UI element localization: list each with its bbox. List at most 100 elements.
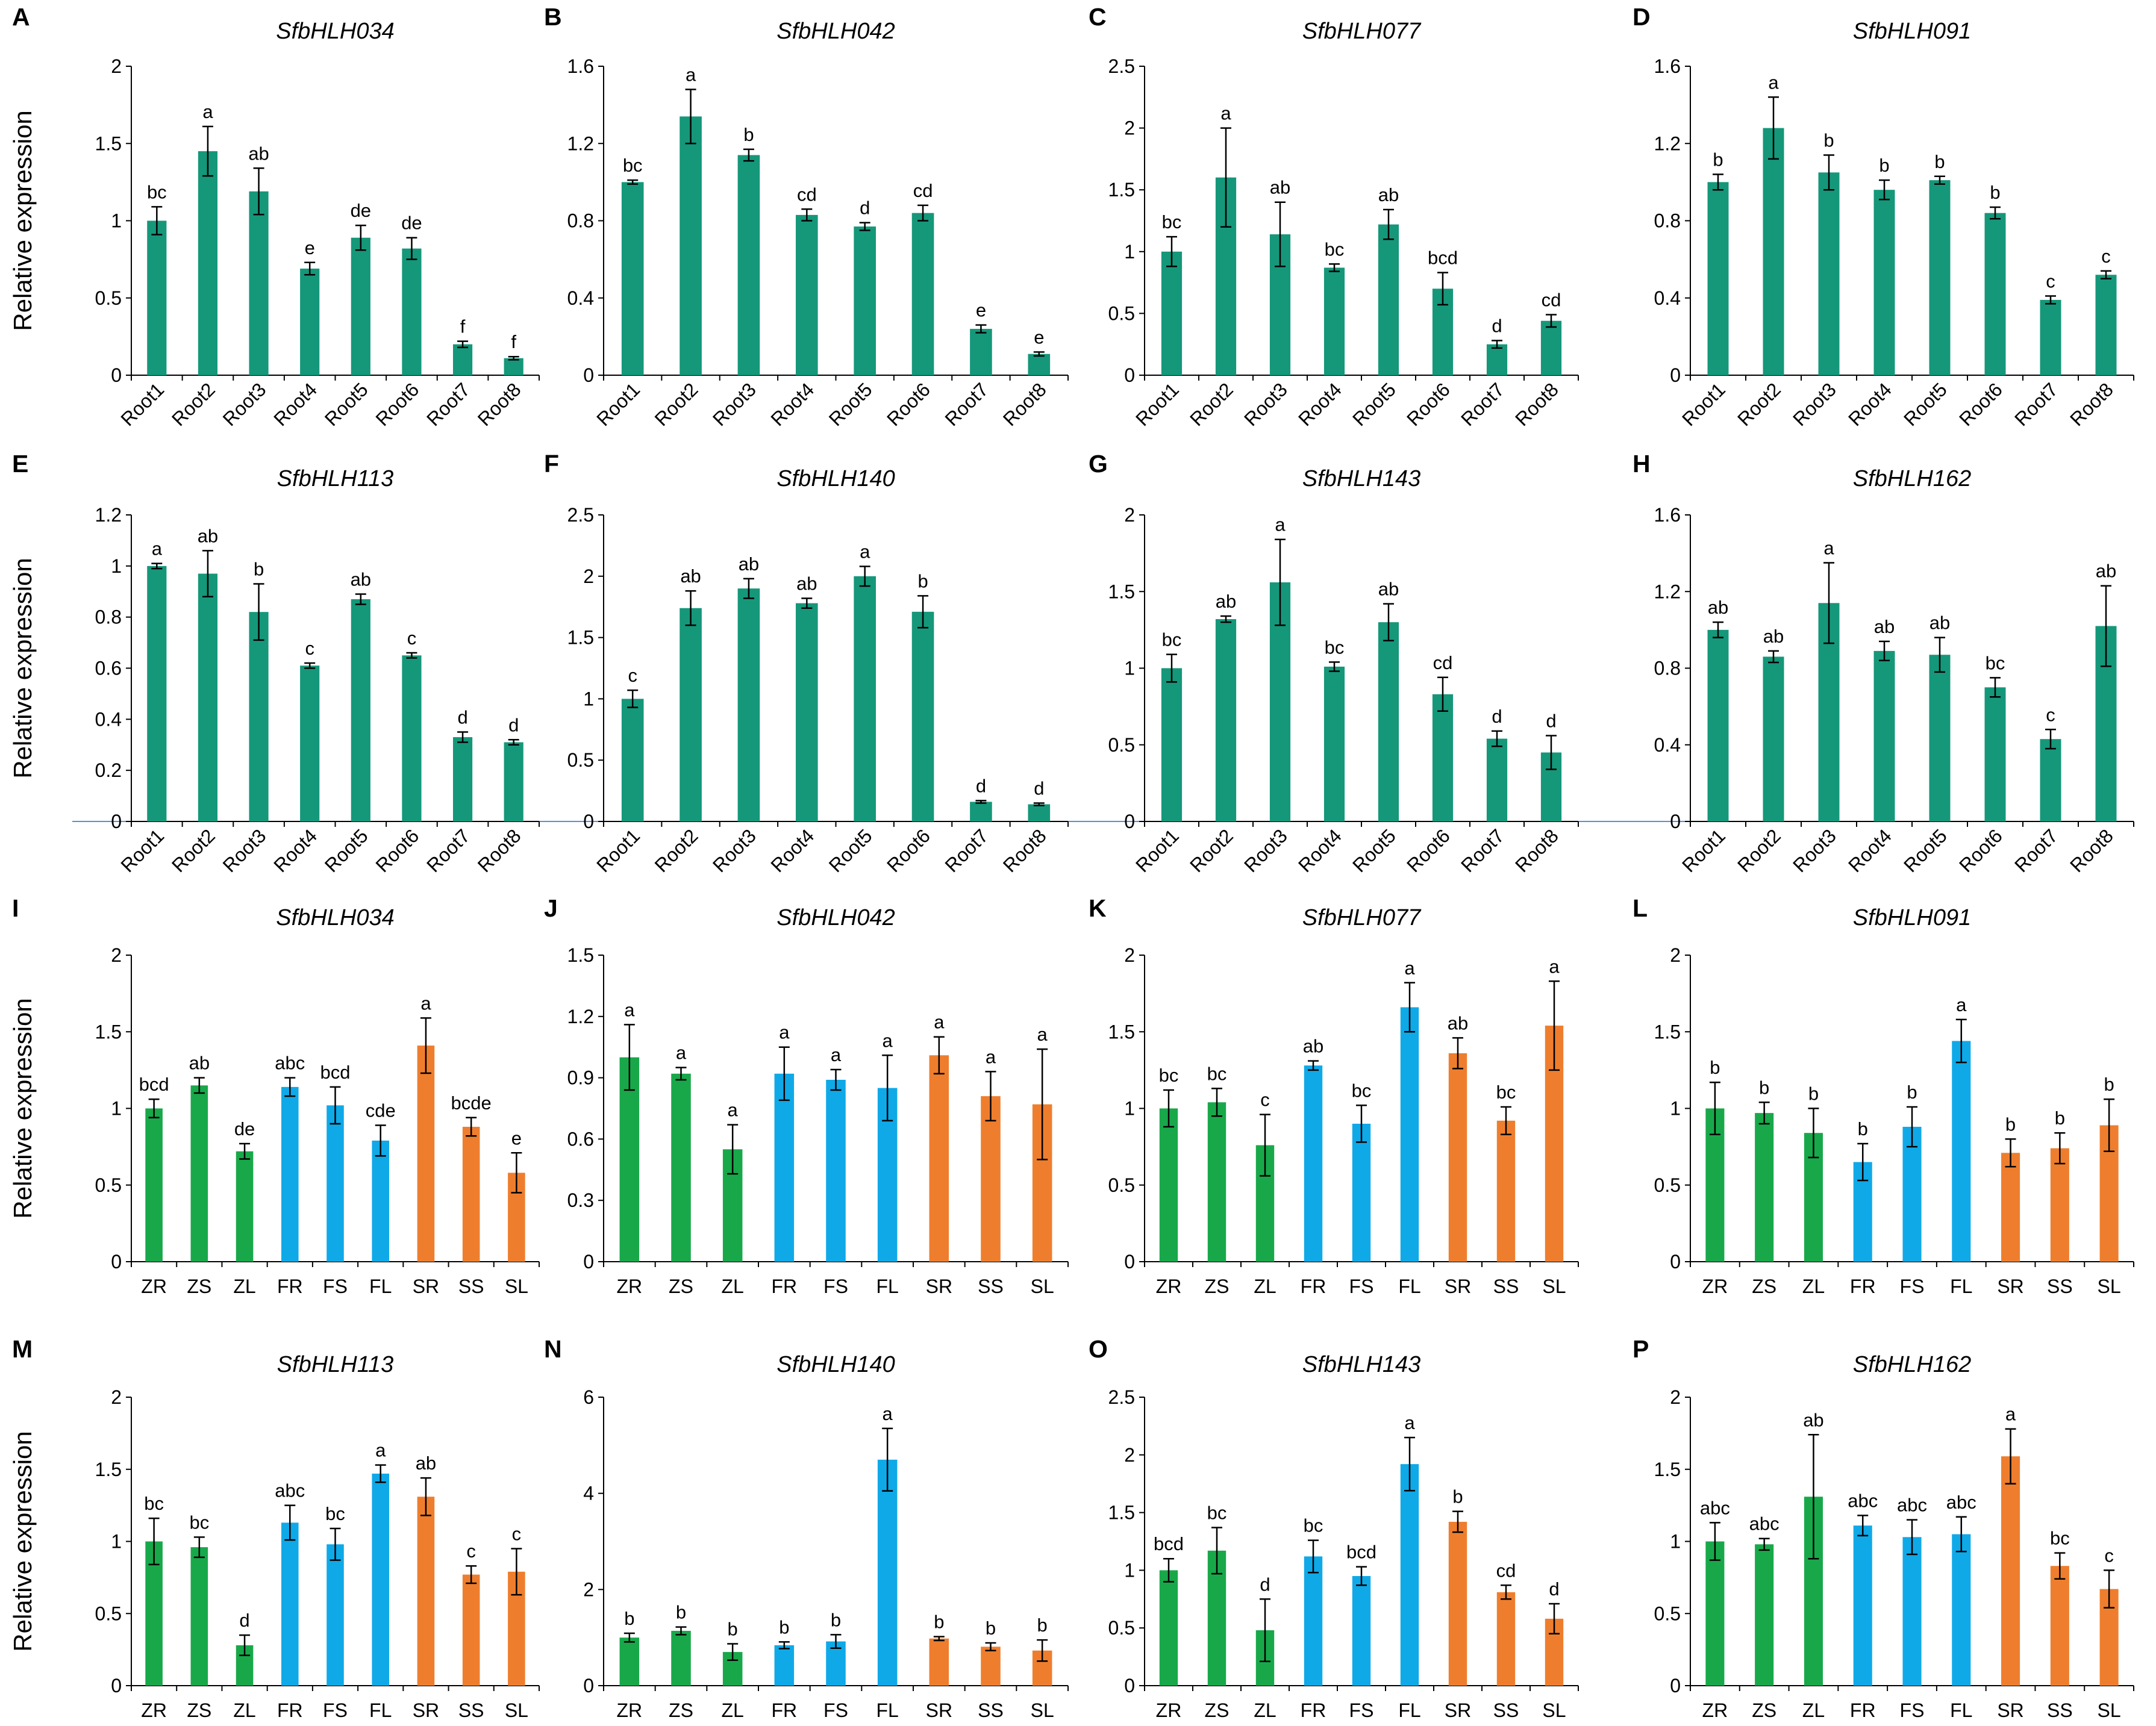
- significance-letter: c: [407, 628, 417, 649]
- significance-letter: c: [2046, 704, 2055, 725]
- x-tick-label: Root2: [651, 378, 702, 430]
- bar-Root4: [1873, 190, 1895, 375]
- x-tick-label: Root2: [167, 378, 219, 430]
- significance-letter: a: [1823, 538, 1834, 559]
- panel-label: O: [1089, 1335, 1108, 1363]
- bar-Root4: [796, 603, 818, 821]
- bar-Root3: [1818, 172, 1840, 375]
- y-tick-label: 2: [111, 944, 122, 966]
- bar-FR: [1304, 1556, 1323, 1686]
- y-tick-label: 1: [1124, 1559, 1135, 1581]
- significance-letter: c: [628, 665, 637, 686]
- bar-Root7: [2040, 299, 2061, 375]
- bar-FS: [327, 1544, 344, 1686]
- chart-title: SfbHLH140: [776, 466, 895, 491]
- bar-SS: [2050, 1566, 2069, 1686]
- panel-N: N SfbHLH140 0 2 4 6 b ZR b ZS b ZL b FR b FS a FL b SR b SS b S…: [544, 1335, 1069, 1721]
- significance-letter: bc: [1325, 238, 1345, 260]
- significance-letter: f: [460, 316, 466, 337]
- x-tick-label: Root5: [1348, 378, 1400, 430]
- significance-letter: ab: [1929, 612, 1950, 634]
- x-tick-label: ZS: [187, 1276, 211, 1297]
- bar-Root1: [1161, 668, 1183, 821]
- significance-letter: a: [1768, 72, 1779, 93]
- significance-letter: abc: [275, 1480, 305, 1501]
- y-tick-label: 0: [111, 364, 122, 386]
- bar-SS: [1496, 1592, 1516, 1686]
- significance-letter: e: [305, 237, 315, 258]
- chart-title: SfbHLH042: [776, 19, 895, 44]
- bar-SS: [981, 1647, 1001, 1686]
- x-tick-label: FS: [823, 1276, 848, 1297]
- chart-title: SfbHLH042: [776, 905, 895, 930]
- x-tick-label: FL: [369, 1276, 392, 1297]
- y-tick-label: 2: [111, 1386, 122, 1408]
- bar-Root8: [504, 742, 523, 821]
- y-tick-label: 2: [1670, 1386, 1681, 1408]
- significance-letter: ab: [1763, 626, 1784, 647]
- significance-letter: a: [1275, 514, 1286, 535]
- chart-title: SfbHLH091: [1853, 905, 1971, 930]
- bar-Root6: [1432, 694, 1454, 821]
- bar-Root3: [249, 191, 269, 375]
- x-tick-label: ZL: [721, 1700, 743, 1721]
- y-tick-label: 0.2: [95, 759, 122, 781]
- panel-B: B SfbHLH042 0 0.4 0.8 1.2 1.6 bc Root1 a Root2 b Roo…: [544, 3, 1069, 430]
- x-tick-label: SS: [2047, 1700, 2073, 1721]
- x-tick-label: ZR: [1156, 1700, 1182, 1721]
- x-tick-label: SR: [926, 1700, 952, 1721]
- x-tick-label: Root7: [1457, 824, 1508, 876]
- x-tick-label: Root7: [2010, 824, 2062, 876]
- significance-letter: b: [1713, 149, 1723, 170]
- x-tick-label: Root6: [372, 378, 423, 430]
- significance-letter: b: [1934, 151, 1945, 172]
- x-tick-label: Root3: [1240, 378, 1292, 430]
- x-tick-label: Root6: [883, 824, 934, 876]
- bar-SR: [929, 1638, 949, 1686]
- significance-letter: cde: [366, 1100, 396, 1121]
- bar-Root1: [1707, 182, 1729, 375]
- x-tick-label: SL: [1031, 1276, 1054, 1297]
- y-tick-label: 0.8: [1654, 658, 1681, 679]
- x-tick-label: Root5: [825, 378, 876, 430]
- x-tick-label: FS: [1349, 1276, 1374, 1297]
- x-tick-label: Root2: [167, 824, 219, 876]
- bar-Root5: [1929, 655, 1951, 821]
- x-tick-label: SR: [1445, 1276, 1471, 1297]
- bar-SS: [1496, 1120, 1516, 1262]
- y-tick-label: 2: [1124, 117, 1135, 139]
- bar-FL: [1952, 1041, 1971, 1262]
- significance-letter: bcde: [451, 1092, 492, 1114]
- x-tick-label: FL: [876, 1276, 898, 1297]
- y-tick-label: 0: [1124, 364, 1135, 386]
- y-tick-label: 0: [583, 1251, 594, 1273]
- significance-letter: a: [831, 1044, 842, 1065]
- panel-E: E SfbHLH113 0 0.2 0.4 0.6 0.8 1 1.2 a Root1 ab Root2…: [8, 450, 540, 876]
- x-tick-label: SS: [978, 1700, 1004, 1721]
- bar-Root3: [737, 588, 760, 821]
- chart-title: SfbHLH162: [1853, 1352, 1971, 1377]
- bar-SR: [2001, 1153, 2020, 1262]
- significance-letter: b: [728, 1619, 738, 1640]
- bar-SS: [2050, 1148, 2069, 1262]
- y-tick-label: 6: [583, 1386, 594, 1408]
- significance-letter: a: [2005, 1404, 2016, 1425]
- significance-letter: a: [676, 1042, 687, 1064]
- x-tick-label: Root5: [1899, 824, 1951, 876]
- chart-title: SfbHLH034: [276, 19, 394, 44]
- x-tick-label: Root5: [320, 378, 372, 430]
- significance-letter: bc: [623, 155, 643, 176]
- bar-Root8: [504, 358, 523, 375]
- significance-letter: abc: [1700, 1497, 1730, 1518]
- bar-ZS: [1755, 1113, 1774, 1262]
- panel-H: H SfbHLH162 0 0.4 0.8 1.2 1.6 ab Root1 ab Root2 a Ro…: [1633, 450, 2134, 876]
- x-tick-label: Root4: [1844, 378, 1896, 430]
- panel-D: D SfbHLH091 0 0.4 0.8 1.2 1.6 b Root1 a Root2 b Root…: [1633, 3, 2134, 430]
- y-tick-label: 0: [583, 364, 594, 386]
- x-tick-label: FS: [1900, 1276, 1925, 1297]
- y-tick-label: 0.8: [567, 210, 594, 232]
- panel-label: K: [1089, 894, 1107, 922]
- x-tick-label: Root7: [941, 824, 993, 876]
- x-tick-label: SL: [505, 1700, 528, 1721]
- significance-letter: a: [1404, 958, 1415, 979]
